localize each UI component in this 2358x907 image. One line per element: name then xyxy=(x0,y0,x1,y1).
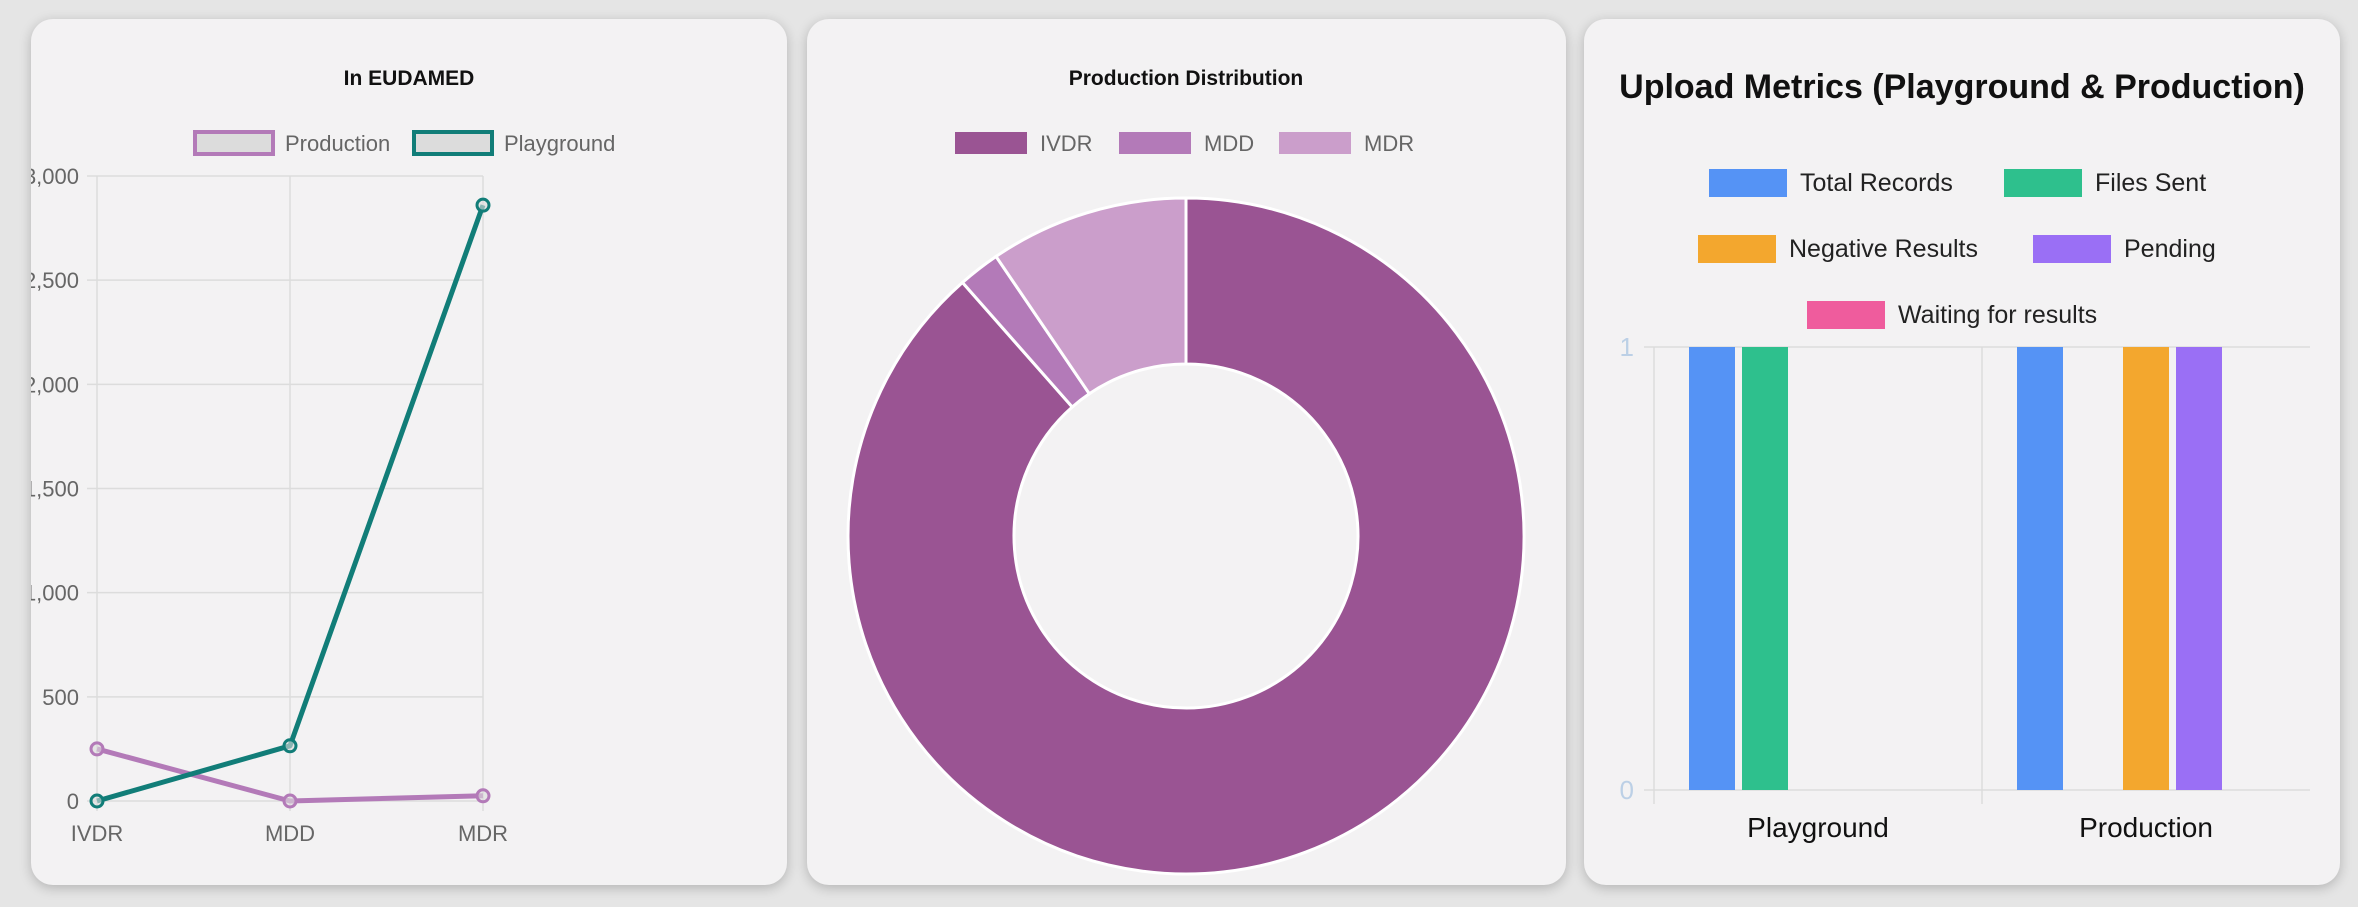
donut-slice-ivdr[interactable] xyxy=(846,196,1526,876)
legend-label-total-records[interactable]: Total Records xyxy=(1800,169,1953,197)
bar-chart-y-axis: 10 xyxy=(1620,332,1634,805)
line-y-tick-label: 2,500 xyxy=(31,268,79,293)
production-distribution-donut: Production Distribution IVDR MDD MDR xyxy=(846,67,1526,876)
legend-label-mdd[interactable]: MDD xyxy=(1204,131,1254,156)
production-distribution-card: Production Distribution IVDR MDD MDR xyxy=(807,19,1566,885)
upload-metrics-card: Upload Metrics (Playground & Production)… xyxy=(1584,19,2340,885)
donut-slice-mdr[interactable] xyxy=(993,196,1188,396)
bar-chart-title: Upload Metrics (Playground & Production) xyxy=(1619,68,2305,106)
line-point-playground-ivdr[interactable] xyxy=(89,793,105,809)
line-point-playground-mdd[interactable] xyxy=(282,738,298,754)
legend-swatch-total-records[interactable] xyxy=(1709,169,1787,197)
line-chart-y-axis: 3,000 2,500 2,000 1,500 1,000 500 0 xyxy=(31,164,79,814)
bar-chart-bars xyxy=(1689,347,2222,790)
legend-swatch-pending[interactable] xyxy=(2033,235,2111,263)
legend-label-production[interactable]: Production xyxy=(285,131,390,156)
bar-x-tick-label-production: Production xyxy=(2079,812,2213,843)
bar-y-tick-label: 1 xyxy=(1620,332,1634,362)
line-y-tick-label: 1,000 xyxy=(31,581,79,606)
line-chart-legend[interactable]: Production Playground xyxy=(193,130,615,156)
bar-x-tick-label-playground: Playground xyxy=(1747,812,1889,843)
line-y-tick-label: 3,000 xyxy=(31,164,79,189)
upload-metrics-bar-chart: Upload Metrics (Playground & Production)… xyxy=(1619,68,2310,843)
line-y-tick-label: 500 xyxy=(42,685,79,710)
line-chart-title: In EUDAMED xyxy=(344,67,475,90)
legend-label-mdr[interactable]: MDR xyxy=(1364,131,1414,156)
line-chart-series xyxy=(89,197,491,809)
bar-negative-results-production[interactable] xyxy=(2123,347,2169,790)
legend-swatch-ivdr[interactable] xyxy=(955,132,1027,154)
line-y-tick-label: 1,500 xyxy=(31,477,79,502)
legend-swatch-playground[interactable] xyxy=(412,130,494,156)
line-y-tick-label: 2,000 xyxy=(31,372,79,397)
line-point-production-mdr[interactable] xyxy=(475,788,491,804)
line-point-production-mdd[interactable] xyxy=(282,793,298,809)
line-x-tick-label-mdd: MDD xyxy=(265,821,315,846)
legend-swatch-waiting-for-results[interactable] xyxy=(1807,301,1885,329)
line-x-tick-label-mdr: MDR xyxy=(458,821,508,846)
eudamed-line-chart: In EUDAMED Production Playground 3,000 2,… xyxy=(31,67,615,846)
line-chart-grid xyxy=(87,175,484,811)
bar-total-records-playground[interactable] xyxy=(1689,347,1735,790)
donut-chart-title: Production Distribution xyxy=(1069,67,1303,90)
bar-files-sent-playground[interactable] xyxy=(1742,347,1788,790)
legend-label-playground[interactable]: Playground xyxy=(504,131,615,156)
legend-swatch-production[interactable] xyxy=(193,130,275,156)
legend-swatch-negative-results[interactable] xyxy=(1698,235,1776,263)
legend-label-ivdr[interactable]: IVDR xyxy=(1040,131,1093,156)
legend-label-pending[interactable]: Pending xyxy=(2124,235,2216,263)
eudamed-line-chart-card: In EUDAMED Production Playground 3,000 2,… xyxy=(31,19,787,885)
bar-y-tick-label: 0 xyxy=(1620,775,1634,805)
donut-slices xyxy=(846,196,1526,876)
legend-label-waiting-for-results[interactable]: Waiting for results xyxy=(1898,301,2097,329)
legend-label-negative-results[interactable]: Negative Results xyxy=(1789,235,1978,263)
line-chart-x-axis: IVDR MDD MDR xyxy=(71,821,508,846)
bar-pending-production[interactable] xyxy=(2176,347,2222,790)
line-y-tick-label: 0 xyxy=(67,789,79,814)
legend-swatch-mdr[interactable] xyxy=(1279,132,1351,154)
donut-chart-legend[interactable]: IVDR MDD MDR xyxy=(955,131,1414,156)
legend-swatch-files-sent[interactable] xyxy=(2004,169,2082,197)
bar-total-records-production[interactable] xyxy=(2017,347,2063,790)
legend-label-files-sent[interactable]: Files Sent xyxy=(2095,169,2206,197)
bar-chart-x-axis: Playground Production xyxy=(1747,812,2213,843)
bar-chart-legend[interactable]: Total Records Files Sent Negative Result… xyxy=(1698,169,2216,329)
line-point-production-ivdr[interactable] xyxy=(89,741,105,757)
legend-swatch-mdd[interactable] xyxy=(1119,132,1191,154)
line-point-playground-mdr[interactable] xyxy=(475,197,491,213)
line-x-tick-label-ivdr: IVDR xyxy=(71,821,124,846)
